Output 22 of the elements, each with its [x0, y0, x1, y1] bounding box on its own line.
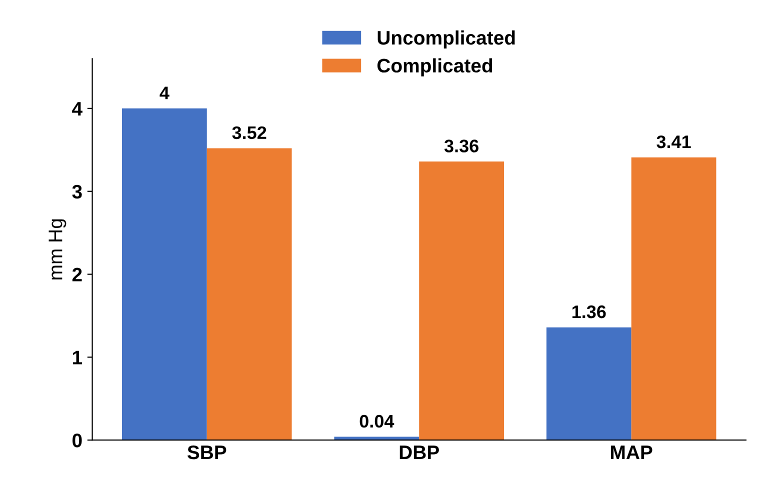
- bar: [631, 157, 716, 440]
- bar: [419, 162, 504, 440]
- bar: [546, 327, 632, 440]
- data-label: 4: [160, 86, 170, 100]
- y-tick-label: 1: [72, 350, 82, 364]
- y-axis-title: mm Hg: [48, 219, 66, 280]
- x-tick-label: DBP: [400, 446, 439, 460]
- y-tick-label: 3: [72, 184, 82, 199]
- x-tick-label: MAP: [611, 446, 652, 460]
- x-tick-label: SBP: [187, 445, 226, 460]
- data-label: 3.52: [232, 126, 266, 140]
- legend-label: Complicated: [377, 58, 492, 76]
- data-label: 0.04: [360, 414, 394, 428]
- data-label: 3.36: [444, 140, 478, 152]
- legend-label: Uncomplicated: [378, 30, 515, 49]
- data-label: 3.41: [656, 135, 691, 148]
- data-label: 1.36: [572, 305, 606, 318]
- bar: [206, 148, 292, 440]
- bar: [122, 108, 207, 440]
- y-tick-label: 0: [72, 434, 82, 448]
- y-tick-label: 4: [72, 102, 82, 116]
- y-tick-label: 2: [72, 268, 82, 282]
